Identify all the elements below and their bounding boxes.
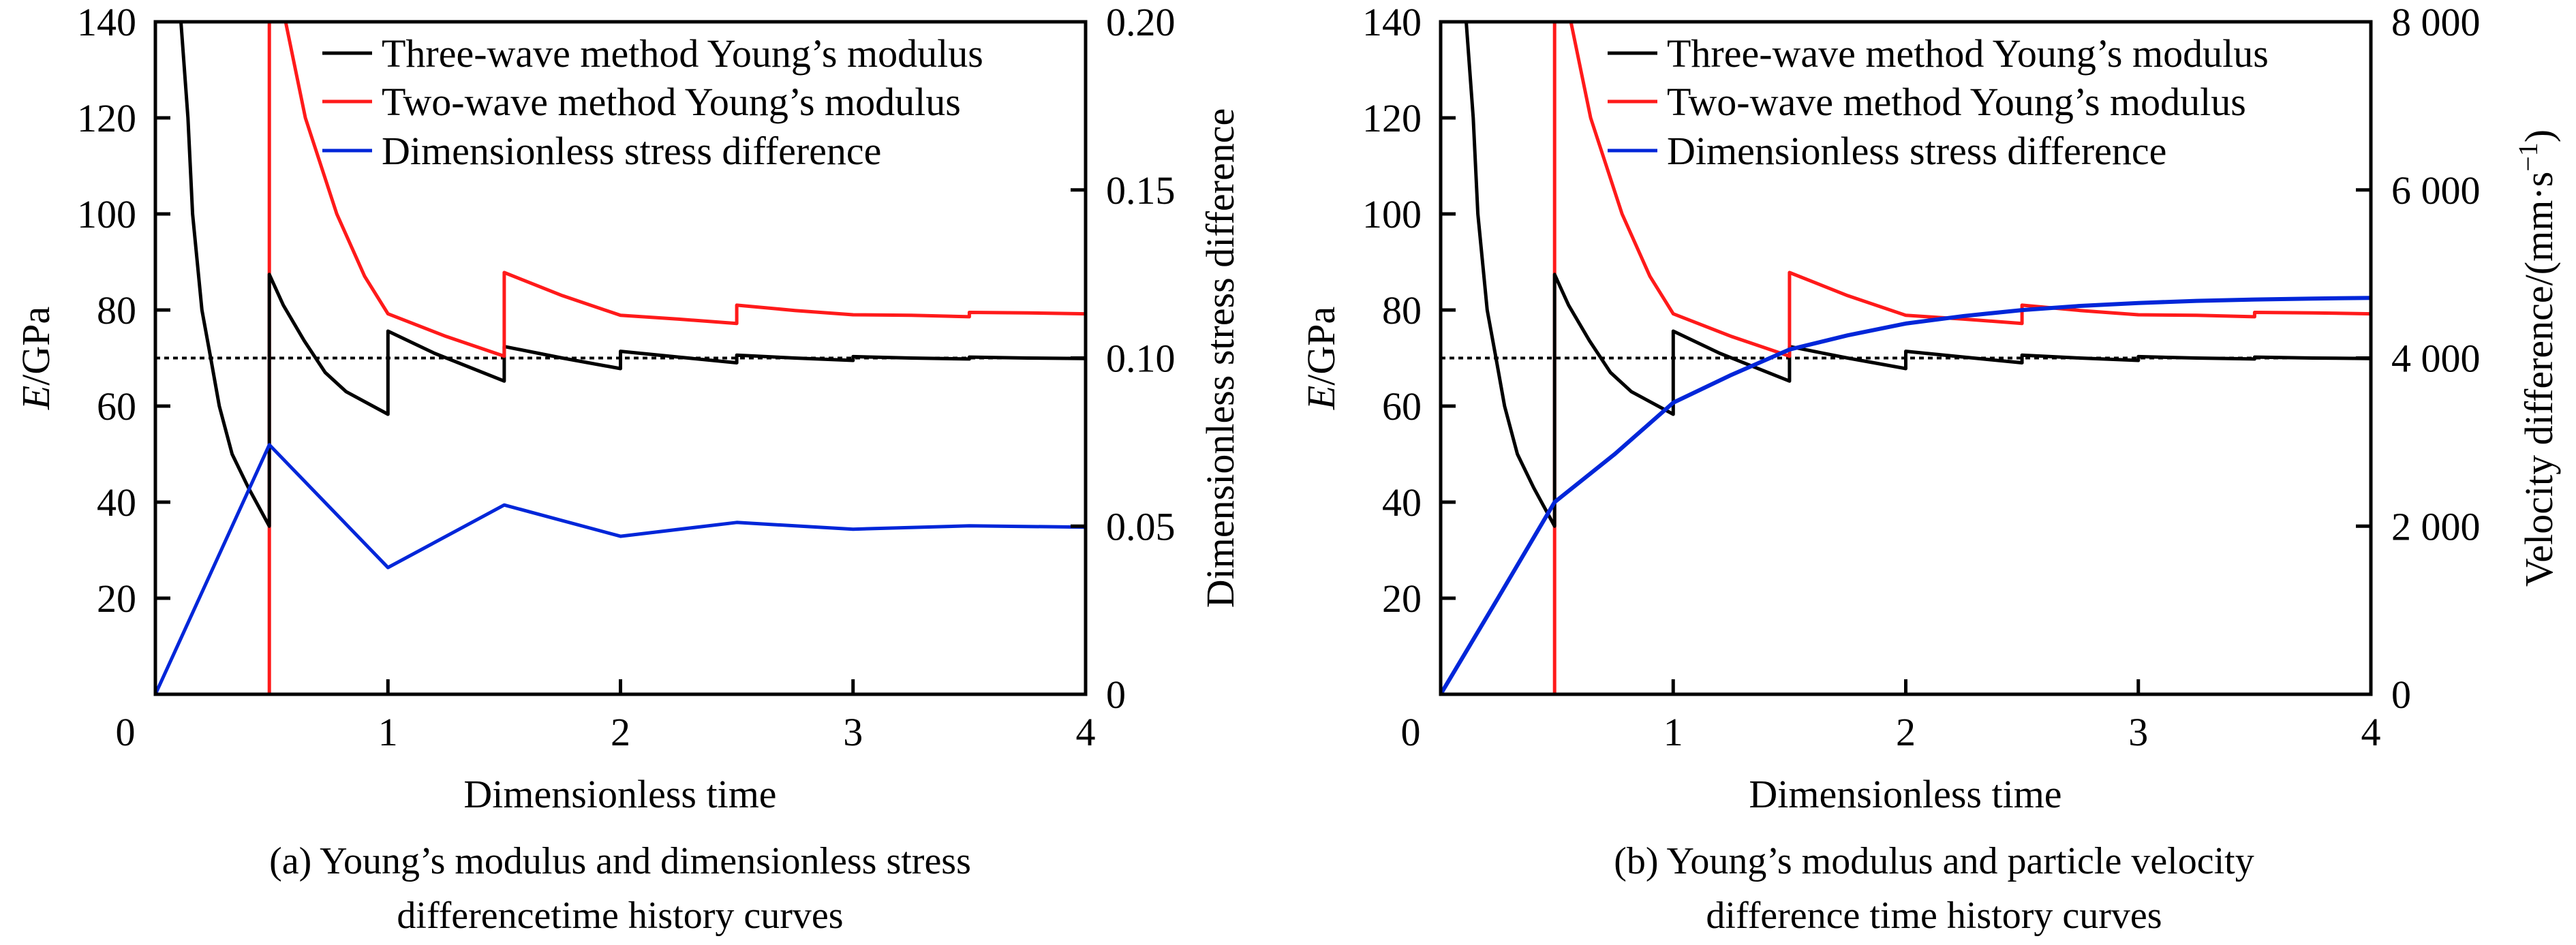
x-tick-label: 1	[1663, 710, 1683, 754]
legend-item: Dimensionless stress difference	[322, 129, 881, 173]
y2-tick-label: 0.10	[1106, 337, 1176, 381]
y2-tick-label: 0	[1106, 672, 1126, 717]
legend-item: Three-wave method Young’s modulus	[1608, 31, 2269, 76]
y-axis-title: E/GPa	[14, 307, 58, 410]
y-tick-label: 100	[77, 192, 136, 236]
y2-axis-title-exponent: −1	[2513, 142, 2543, 172]
x-tick-label: 2	[1896, 710, 1916, 754]
legend-label: Two-wave method Young’s modulus	[382, 80, 961, 124]
y-tick-label: 140	[77, 0, 136, 44]
legend-label: Dimensionless stress difference	[1667, 129, 2166, 173]
x-axis-title: Dimensionless time	[463, 772, 776, 816]
caption-line-2: differencetime history curves	[397, 895, 843, 937]
series-line-3	[155, 443, 1086, 694]
y-axis-title-unit: /GPa	[14, 307, 58, 386]
y-tick-label: 20	[1382, 576, 1422, 621]
y-axis-title-symbol: E	[1299, 386, 1343, 410]
series-line-2	[1569, 22, 2371, 358]
y-tick-label: 100	[1362, 192, 1422, 236]
y-tick-label: 40	[97, 480, 136, 525]
legend: Three-wave method Young’s modulusTwo-wav…	[322, 31, 983, 173]
y-tick-label: 60	[97, 384, 136, 429]
y2-axis-title: Dimensionless stress difference	[1198, 108, 1242, 608]
legend-label: Three-wave method Young’s modulus	[1667, 31, 2269, 76]
series-line-3	[1441, 296, 2371, 694]
caption-line-1: (b) Young’s modulus and particle velocit…	[1614, 840, 2254, 882]
caption-line-2: difference time history curves	[1706, 895, 2162, 937]
legend-item: Three-wave method Young’s modulus	[322, 31, 983, 76]
y-tick-label: 140	[1362, 0, 1422, 44]
x-tick-label: 0	[116, 710, 136, 754]
y2-axis-title-main: Velocity difference/(mm·s	[2517, 172, 2561, 587]
legend-item: Dimensionless stress difference	[1608, 129, 2166, 173]
x-tick-label: 4	[1076, 710, 1096, 754]
legend-label: Three-wave method Young’s modulus	[382, 31, 983, 76]
legend-label: Two-wave method Young’s modulus	[1667, 80, 2246, 124]
x-tick-label: 2	[611, 710, 630, 754]
y2-tick-label: 0	[2391, 672, 2411, 717]
y2-axis-title-close: )	[2517, 129, 2561, 142]
x-tick-label: 4	[2361, 710, 2381, 754]
x-axis-title: Dimensionless time	[1749, 772, 2061, 816]
legend-label: Dimensionless stress difference	[382, 129, 881, 173]
series-group	[1441, 22, 2371, 694]
y2-tick-label: 8 000	[2391, 0, 2481, 44]
axis-ticks	[153, 20, 1088, 696]
legend: Three-wave method Young’s modulusTwo-wav…	[1608, 31, 2269, 173]
y-axis-title-unit: /GPa	[1299, 307, 1343, 386]
y2-tick-label: 0.20	[1106, 0, 1176, 44]
y-tick-label: 120	[77, 96, 136, 140]
series-line-2	[283, 22, 1086, 358]
x-tick-label: 0	[1401, 710, 1421, 754]
y-tick-label: 120	[1362, 96, 1422, 140]
series-line-1	[179, 22, 1086, 528]
plot-area	[155, 22, 1086, 694]
plot-area	[1441, 22, 2371, 694]
series-group	[155, 22, 1086, 694]
axis-ticks	[1439, 20, 2373, 696]
y-axis-title: E/GPa	[1299, 307, 1343, 410]
y-tick-label: 80	[1382, 288, 1422, 332]
y2-tick-label: 6 000	[2391, 168, 2481, 213]
x-tick-label: 3	[2128, 710, 2148, 754]
y2-tick-label: 4 000	[2391, 337, 2481, 381]
series-line-1	[1465, 22, 2371, 528]
y-tick-label: 60	[1382, 384, 1422, 429]
y2-axis-title: Velocity difference/(mm·s−1)	[2513, 129, 2562, 587]
y-tick-label: 40	[1382, 480, 1422, 525]
y-tick-label: 80	[97, 288, 136, 332]
caption-line-1: (a) Young’s modulus and dimensionless st…	[269, 840, 971, 882]
x-tick-label: 3	[843, 710, 863, 754]
y-axis-title-symbol: E	[14, 386, 58, 410]
y2-tick-label: 2 000	[2391, 504, 2481, 548]
legend-item: Two-wave method Young’s modulus	[322, 80, 961, 124]
y-tick-label: 20	[97, 576, 136, 621]
legend-item: Two-wave method Young’s modulus	[1608, 80, 2246, 124]
y2-tick-label: 0.05	[1106, 504, 1176, 548]
y2-tick-label: 0.15	[1106, 168, 1176, 213]
x-tick-label: 1	[378, 710, 398, 754]
